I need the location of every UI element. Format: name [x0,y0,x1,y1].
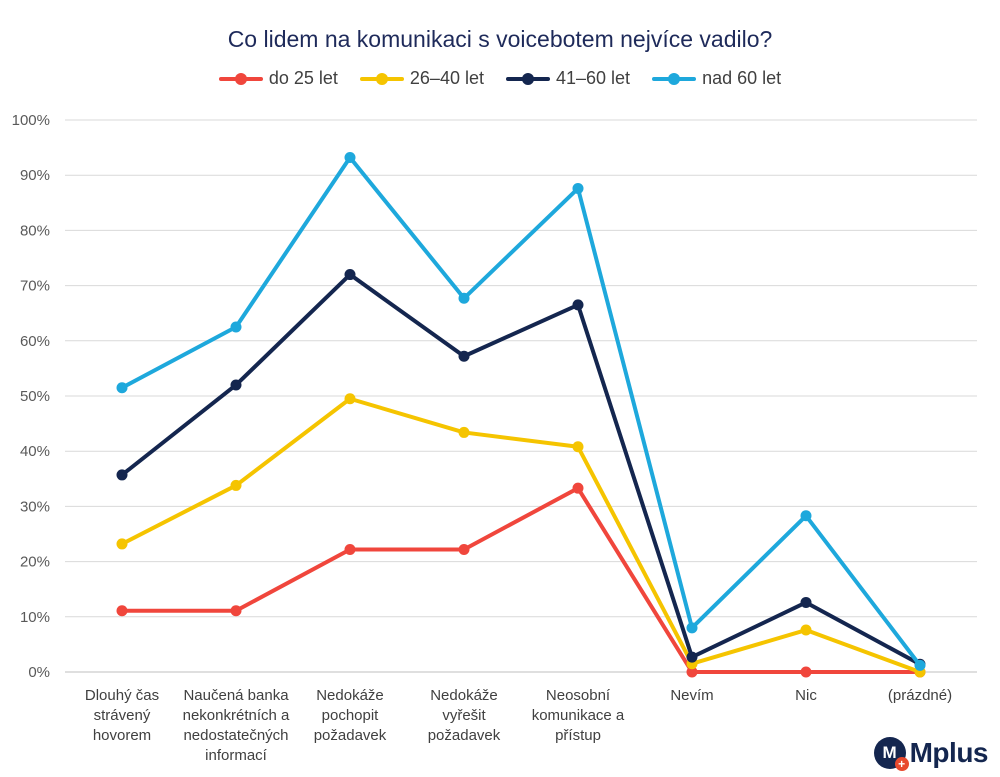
data-point [800,624,812,636]
data-point [686,651,698,663]
data-point [116,382,128,394]
legend-item: 41–60 let [505,68,631,89]
y-tick-label: 90% [20,167,50,184]
y-tick-label: 0% [28,664,50,681]
y-tick-label: 40% [20,443,50,460]
data-point [344,393,356,405]
data-point [686,622,698,634]
x-tick-label: (prázdné) [888,687,952,704]
data-point [572,482,584,494]
data-point [458,543,470,555]
data-point [572,182,584,194]
x-tick-label: Naučená banka nekonkrétních a nedostatečný… [183,687,290,764]
series-line [120,155,922,668]
data-point [116,469,128,481]
data-point [458,426,470,438]
legend-swatch [652,72,697,85]
data-point [230,321,242,333]
data-point [800,596,812,608]
data-point [344,152,356,164]
x-tick-label: Dlouhý čas strávený hovorem [85,687,159,744]
data-point [458,350,470,362]
series-line [120,272,922,667]
legend-label: 26–40 let [409,68,484,88]
mplus-logo: M + Mplus [873,737,989,771]
x-tick-label: Nedokáže vyřešit požadavek [428,687,501,744]
data-point [116,605,128,617]
legend-label: do 25 let [268,68,338,88]
series-line [120,486,922,674]
data-point [800,510,812,522]
data-point [572,299,584,311]
data-point [116,538,128,550]
legend: do 25 let 26–40 let 41–60 let nad 60 let [0,68,1000,89]
chart-title: Co lidem na komunikaci s voicebotem nejv… [227,26,773,52]
y-tick-label: 80% [20,222,50,239]
y-tick-label: 30% [20,498,50,515]
data-point [230,479,242,491]
data-point [572,441,584,453]
legend-label: 41–60 let [555,68,631,88]
y-tick-label: 20% [20,554,50,571]
x-tick-label: Nic [795,687,817,704]
y-tick-label: 60% [20,333,50,350]
data-point [230,605,242,617]
legend-swatch [359,72,404,85]
legend-swatch [505,72,550,85]
legend-item: 26–40 let [359,68,484,89]
data-point [800,666,812,678]
data-point [458,292,470,304]
legend-label: nad 60 let [702,68,782,88]
y-tick-label: 10% [20,609,50,626]
data-point [686,666,698,678]
legend-item: nad 60 let [652,68,781,89]
data-point [914,659,926,671]
logo-text: Mplus [909,737,989,768]
logo-mark-icon: M + [873,737,909,771]
legend-item: do 25 let [218,68,338,89]
data-point [344,543,356,555]
x-tick-label: Nevím [670,687,713,704]
legend-swatch [218,72,263,85]
y-tick-label: 50% [20,388,50,405]
data-point [230,379,242,391]
y-tick-label: 70% [20,278,50,295]
series-line [120,396,922,674]
x-tick-label: Nedokáže pochopit požadavek [314,687,387,744]
data-point [344,269,356,281]
x-tick-label: Neosobní komunikace a přístup [532,687,625,744]
y-tick-label: 100% [12,112,50,129]
